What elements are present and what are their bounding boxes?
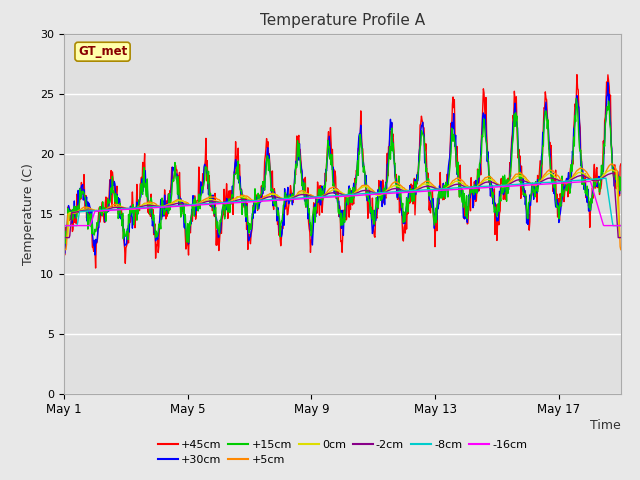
Text: Time: Time — [590, 419, 621, 432]
+5cm — [292, 193, 300, 199]
Legend: +45cm, +30cm, +15cm, +5cm, 0cm, -2cm, -8cm, -16cm: +45cm, +30cm, +15cm, +5cm, 0cm, -2cm, -8… — [153, 435, 532, 469]
-16cm — [263, 198, 271, 204]
+45cm — [80, 172, 88, 178]
Title: Temperature Profile A: Temperature Profile A — [260, 13, 425, 28]
-8cm — [80, 208, 88, 214]
+45cm — [573, 72, 580, 78]
+15cm — [191, 194, 199, 200]
+5cm — [80, 204, 88, 210]
-8cm — [602, 175, 610, 181]
+30cm — [60, 245, 68, 251]
+45cm — [376, 192, 384, 198]
+30cm — [91, 252, 99, 258]
+15cm — [617, 175, 625, 180]
0cm — [191, 203, 199, 209]
Line: -2cm: -2cm — [64, 173, 621, 238]
0cm — [607, 167, 615, 173]
+15cm — [572, 96, 580, 102]
+15cm — [376, 184, 383, 190]
-2cm — [510, 179, 518, 184]
-8cm — [510, 181, 518, 187]
Line: +30cm: +30cm — [64, 83, 621, 255]
Y-axis label: Temperature (C): Temperature (C) — [22, 163, 35, 264]
Line: 0cm: 0cm — [64, 170, 621, 238]
-16cm — [292, 196, 300, 202]
-2cm — [80, 207, 88, 213]
Line: +45cm: +45cm — [64, 75, 621, 268]
Line: -16cm: -16cm — [64, 181, 621, 226]
+30cm — [80, 187, 88, 192]
+30cm — [511, 109, 518, 115]
-8cm — [60, 223, 68, 228]
-2cm — [263, 195, 271, 201]
+5cm — [510, 174, 518, 180]
0cm — [510, 176, 518, 182]
+45cm — [92, 265, 99, 271]
+5cm — [608, 161, 616, 167]
+5cm — [263, 193, 271, 199]
-2cm — [292, 193, 300, 199]
+30cm — [617, 186, 625, 192]
+30cm — [376, 185, 384, 191]
-2cm — [610, 170, 618, 176]
-8cm — [376, 190, 383, 196]
+45cm — [511, 88, 518, 94]
0cm — [80, 206, 88, 212]
-2cm — [376, 191, 383, 197]
0cm — [263, 193, 271, 199]
-2cm — [617, 235, 625, 240]
+5cm — [376, 192, 383, 197]
+5cm — [617, 247, 625, 252]
-8cm — [617, 223, 625, 228]
+30cm — [264, 146, 271, 152]
-16cm — [80, 223, 88, 228]
Line: -8cm: -8cm — [64, 178, 621, 226]
+45cm — [60, 248, 68, 254]
-8cm — [191, 202, 199, 207]
Line: +5cm: +5cm — [64, 164, 621, 250]
+15cm — [263, 157, 271, 163]
-16cm — [617, 223, 625, 228]
+45cm — [293, 133, 301, 139]
-16cm — [376, 191, 383, 197]
+15cm — [60, 245, 68, 251]
Line: +15cm: +15cm — [64, 99, 621, 248]
0cm — [60, 235, 68, 240]
-8cm — [292, 195, 300, 201]
+15cm — [510, 125, 518, 131]
Text: GT_met: GT_met — [78, 45, 127, 58]
+45cm — [264, 145, 271, 151]
0cm — [292, 192, 300, 198]
+5cm — [60, 247, 68, 252]
+15cm — [80, 191, 88, 196]
+5cm — [191, 202, 199, 208]
-16cm — [60, 223, 68, 228]
-2cm — [191, 203, 199, 208]
+30cm — [604, 80, 612, 85]
+30cm — [192, 204, 200, 209]
+45cm — [192, 216, 200, 222]
+30cm — [293, 163, 301, 168]
-16cm — [191, 202, 199, 208]
-16cm — [587, 179, 595, 184]
-16cm — [510, 183, 518, 189]
0cm — [617, 235, 625, 240]
+15cm — [292, 165, 300, 171]
0cm — [376, 192, 383, 198]
-8cm — [263, 197, 271, 203]
+45cm — [617, 161, 625, 167]
-2cm — [60, 235, 68, 240]
